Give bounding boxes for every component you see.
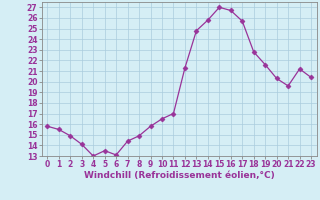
X-axis label: Windchill (Refroidissement éolien,°C): Windchill (Refroidissement éolien,°C) xyxy=(84,171,275,180)
